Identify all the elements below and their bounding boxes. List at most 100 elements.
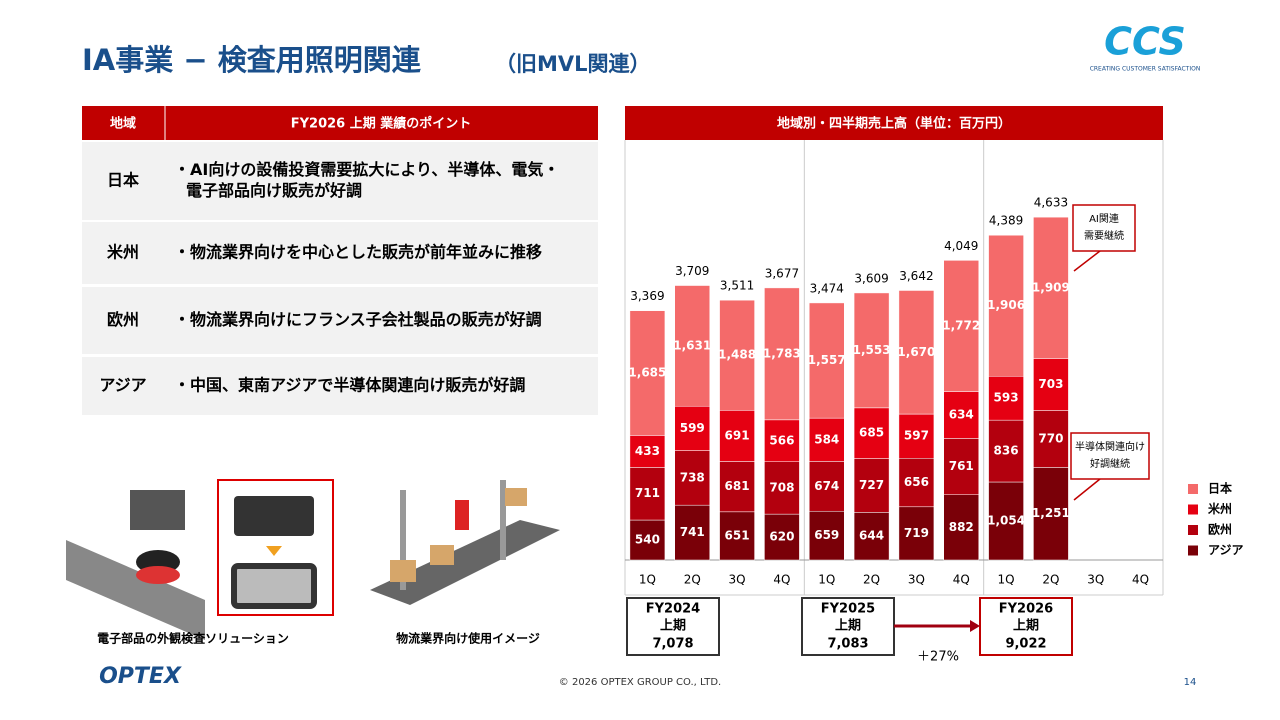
bar-segment (764, 461, 800, 515)
bar-segment (853, 512, 890, 561)
total-label: 3,709 (675, 264, 709, 278)
data-label: 1,557 (808, 353, 846, 367)
data-label: 1,772 (942, 318, 980, 332)
x-tick-label: 4Q (1132, 573, 1149, 587)
total-label: 3,677 (765, 266, 799, 280)
total-label: 3,474 (810, 281, 844, 295)
total-label: 3,369 (630, 289, 664, 303)
bar-segment (674, 450, 710, 506)
table-header (82, 106, 598, 140)
data-label: 620 (769, 530, 794, 544)
summary-period: FY2026 (999, 602, 1053, 617)
data-label: 1,054 (987, 514, 1025, 528)
bar-segment (988, 419, 1024, 483)
data-label: 593 (994, 391, 1019, 405)
image-logistics: 物流業界向け使用イメージ (370, 480, 560, 646)
total-label: 4,389 (989, 214, 1023, 228)
summary-total: 9,022 (1005, 637, 1046, 652)
x-tick-label: 4Q (953, 573, 970, 587)
bar-segment (898, 458, 935, 508)
bar-segment (764, 513, 800, 561)
region: 米州 (107, 243, 139, 262)
legend-label: 米州 (1208, 501, 1232, 516)
bar-segment (809, 510, 845, 561)
point-text: 電子部品向け販売が好調 (186, 181, 362, 200)
image-caption: 物流業界向け使用イメージ (396, 631, 540, 646)
data-label: 1,909 (1032, 280, 1070, 294)
bar-segment (719, 461, 755, 513)
bar-segment (674, 504, 710, 561)
region: 日本 (107, 171, 139, 190)
bar-segment (719, 511, 755, 561)
data-label: 540 (635, 533, 660, 547)
bar-segment (853, 292, 890, 409)
annotation-text: 好調継続 (1090, 457, 1130, 470)
data-label: 644 (859, 529, 884, 543)
legend-swatch (1188, 525, 1198, 535)
x-tick-label: 1Q (998, 573, 1015, 587)
bar-segment (809, 302, 845, 419)
bar-segment (988, 234, 1024, 377)
x-tick-label: 2Q (1042, 573, 1059, 587)
bar-segment (1033, 358, 1069, 411)
x-tick-label: 1Q (818, 573, 835, 587)
table-row (82, 357, 598, 415)
x-tick-label: 3Q (729, 573, 746, 587)
annotation-arrow (1073, 250, 1101, 272)
summary-box (979, 597, 1073, 656)
annotation-text: AI関連 (1089, 212, 1119, 225)
data-label: 711 (635, 486, 660, 500)
data-label: 708 (769, 480, 794, 494)
table-row (82, 287, 598, 354)
page-number: 14 (1184, 677, 1197, 688)
x-tick-label: 3Q (908, 573, 925, 587)
bar-segment (943, 494, 979, 561)
point-text: ・AI向けの設備投資需要拡大により、半導体、電気・ (174, 160, 559, 179)
table-row (82, 142, 598, 220)
legend-label: 日本 (1208, 481, 1232, 496)
image-caption: 電子部品の外観検査ソリューション (97, 631, 289, 646)
data-label: 659 (814, 528, 839, 542)
point-text: ・中国、東南アジアで半導体関連向け販売が好調 (174, 376, 525, 395)
title: IA事業 − 検査用照明関連 (82, 43, 422, 77)
region: アジア (99, 376, 146, 395)
bar-segment (1033, 467, 1069, 561)
annotation-box (1070, 432, 1150, 480)
data-label: 836 (994, 444, 1019, 458)
data-label: 1,670 (897, 345, 935, 359)
point-text: ・物流業界向けを中心とした販売が前年並みに推移 (174, 243, 542, 262)
bar-segment (719, 410, 755, 462)
data-label: 634 (949, 407, 974, 421)
bar-segment (898, 506, 935, 561)
bar-segment (719, 299, 755, 411)
annotation-text: 半導体関連向け (1075, 440, 1145, 453)
total-label: 4,633 (1034, 196, 1068, 210)
x-tick-label: 3Q (1087, 573, 1104, 587)
data-label: 1,685 (628, 366, 666, 380)
data-label: 1,783 (763, 346, 801, 360)
bar-segment (629, 519, 666, 561)
summary-total: 7,078 (652, 637, 693, 652)
bar-segment (853, 458, 890, 513)
growth-label: ＋27% (917, 650, 959, 665)
data-label: 691 (725, 428, 750, 442)
x-tick-label: 2Q (863, 573, 880, 587)
chart: 地域別・四半期売上高（単位：百万円） (625, 106, 1163, 140)
bar-segment (943, 391, 979, 439)
data-label: 1,553 (853, 343, 891, 357)
data-label: 1,906 (987, 298, 1025, 312)
image-inspection: 電子部品の外観検査ソリューション (66, 479, 334, 646)
legend-swatch (1188, 484, 1198, 494)
bar-segment (629, 467, 666, 521)
point-text: ・物流業界向けにフランス子会社製品の販売が好調 (174, 310, 542, 329)
bar-segment (943, 260, 979, 392)
total-label: 3,609 (854, 271, 888, 285)
summary-period: FY2025 (821, 602, 875, 617)
data-label: 656 (904, 475, 929, 489)
legend-swatch (1188, 545, 1198, 556)
annotation-box (1072, 204, 1136, 252)
x-tick-label: 2Q (684, 573, 701, 587)
data-label: 1,488 (718, 348, 756, 362)
